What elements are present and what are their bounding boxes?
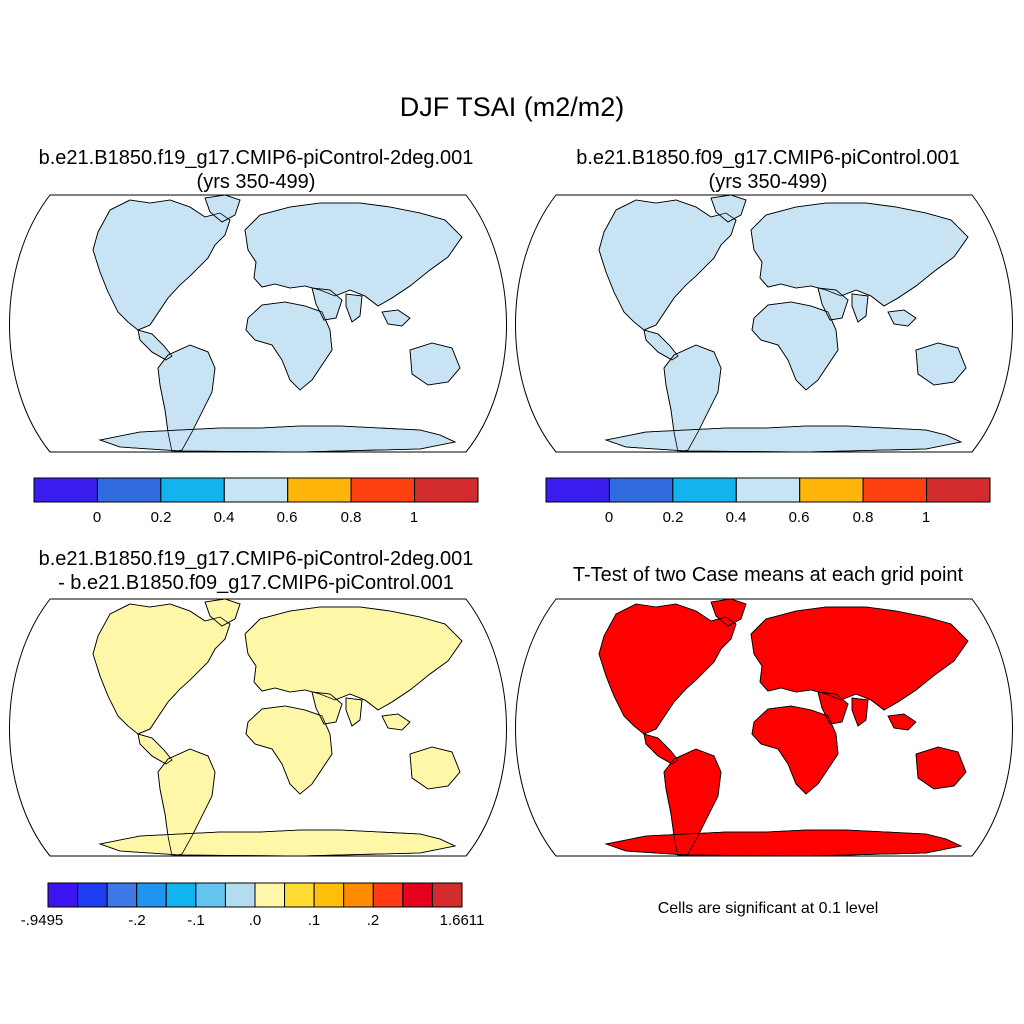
panel4-title: T-Test of two Case means at each grid po…: [572, 564, 964, 586]
colorbar-box: [287, 477, 352, 503]
colorbar-tick-label: 0.8: [341, 509, 362, 526]
colorbar-box: [254, 882, 286, 908]
colorbar-tick-label: -.9495: [21, 912, 64, 929]
colorbar-tick-label: 0: [605, 509, 613, 526]
land-fill: [92, 195, 463, 452]
map-frame: [9, 194, 507, 453]
colorbar-box: [799, 477, 864, 503]
panel3-subtitle: - b.e21.B1850.f09_g17.CMIP6-piControl.00…: [58, 572, 454, 594]
map-frame: [515, 194, 1013, 453]
colorbar-box: [224, 882, 256, 908]
colorbar-tick-label: 1.6611: [440, 912, 485, 929]
panel2-colorbar: 0 0.2 0.4 0.6 0.8 1: [545, 477, 991, 526]
colorbar-tick-label: -.1: [187, 912, 205, 929]
panel2-title: b.e21.B1850.f09_g17.CMIP6-piControl.001: [576, 147, 960, 169]
map-frame: [9, 598, 507, 857]
colorbar-box: [106, 882, 138, 908]
panel1-colorbar: 0 0.2 0.4 0.6 0.8 1: [33, 477, 479, 526]
colorbar-box: [160, 477, 225, 503]
colorbar-box: [96, 477, 162, 503]
colorbar-box: [672, 477, 737, 503]
main-title: DJF TSAI (m2/m2): [399, 92, 625, 122]
colorbar-tick-label: 1: [922, 509, 930, 526]
colorbar-box: [77, 882, 108, 908]
colorbar-box: [735, 477, 801, 503]
colorbar-box: [165, 882, 197, 908]
colorbar-tick-label: -.2: [128, 912, 146, 929]
colorbar-box: [136, 882, 167, 908]
colorbar-box: [926, 477, 991, 503]
colorbar-tick-label: 0: [93, 509, 101, 526]
colorbar-box: [862, 477, 928, 503]
colorbar-tick-label: .1: [308, 912, 321, 929]
colorbar-tick-label: 0.4: [214, 509, 235, 526]
colorbar-box: [284, 882, 315, 908]
panel1-title: b.e21.B1850.f19_g17.CMIP6-piControl-2deg…: [38, 147, 474, 169]
colorbar-box: [350, 477, 416, 503]
colorbar-box: [431, 882, 463, 908]
colorbar-box: [223, 477, 289, 503]
colorbar-box: [33, 477, 98, 503]
land-fill: [92, 599, 463, 856]
colorbar-box: [343, 882, 374, 908]
colorbar-box: [545, 477, 610, 503]
colorbar-tick-label: .0: [249, 912, 262, 929]
colorbar-tick-label: 0.6: [789, 509, 810, 526]
significance-footnote: Cells are significant at 0.1 level: [657, 900, 879, 917]
colorbar-box: [195, 882, 226, 908]
colorbar-tick-label: 0.2: [663, 509, 684, 526]
colorbar-box: [313, 882, 345, 908]
panel3-map: [92, 599, 463, 856]
panel3-colorbar: -.9495 -.2 -.1 .0 .1 .2 1.6611: [21, 882, 485, 929]
colorbar-tick-label: 0.8: [853, 509, 874, 526]
map-frame: [515, 598, 1013, 857]
colorbar-tick-label: 0.6: [277, 509, 298, 526]
panel4-map: [598, 599, 969, 856]
land-fill: [598, 195, 969, 452]
colorbar-tick-label: 1: [410, 509, 418, 526]
colorbar-box: [372, 882, 404, 908]
panel2-subtitle: (yrs 350-499): [708, 171, 828, 193]
panel1-subtitle: (yrs 350-499): [196, 171, 316, 193]
panel3-title: b.e21.B1850.f19_g17.CMIP6-piControl-2deg…: [38, 548, 474, 570]
colorbar-tick-label: .2: [367, 912, 380, 929]
colorbar-box: [414, 477, 479, 503]
panel2-map: [598, 195, 969, 452]
colorbar-tick-label: 0.2: [151, 509, 172, 526]
colorbar-tick-label: 0.4: [726, 509, 747, 526]
panel1-map: [92, 195, 463, 452]
colorbar-box: [47, 882, 79, 908]
colorbar-box: [402, 882, 433, 908]
colorbar-box: [608, 477, 674, 503]
land-fill: [598, 599, 969, 856]
